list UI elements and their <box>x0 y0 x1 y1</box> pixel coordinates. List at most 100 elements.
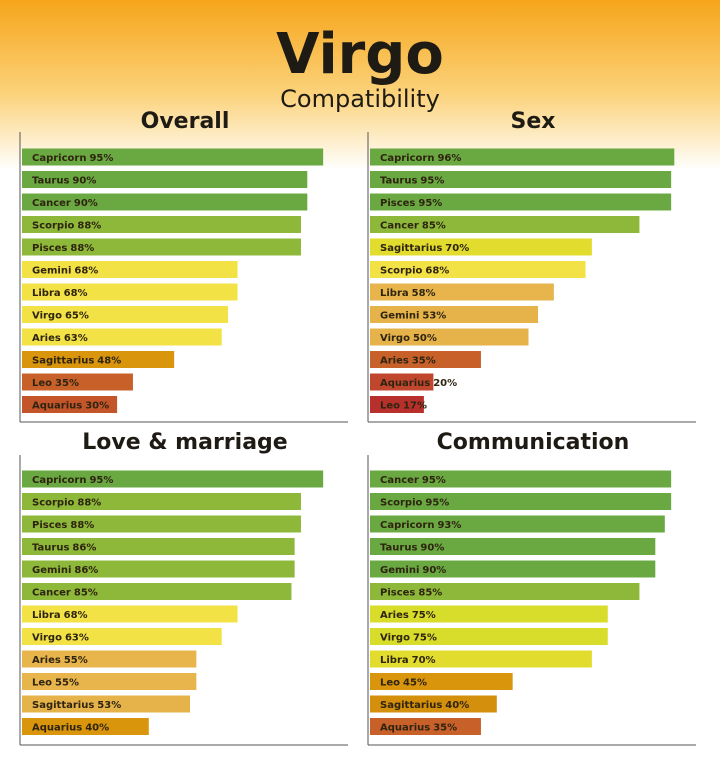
category-label: Sagittarius <box>380 700 442 711</box>
value-label: 55% <box>55 678 79 689</box>
bar <box>370 650 592 668</box>
category-label: Virgo <box>32 633 62 644</box>
value-label: 86% <box>74 565 98 576</box>
bar <box>22 328 222 346</box>
bar <box>370 470 672 488</box>
value-label: 90% <box>420 543 444 554</box>
bar <box>370 283 554 301</box>
value-label: 95% <box>420 176 444 187</box>
category-label: Scorpio <box>380 498 423 509</box>
category-label: Leo <box>32 678 52 689</box>
bar-label: Gemini 68% <box>32 266 98 277</box>
category-label: Virgo <box>380 333 410 344</box>
value-label: 88% <box>70 243 94 254</box>
value-label: 35% <box>433 723 457 734</box>
bar <box>22 351 175 368</box>
bar-label: Leo 35% <box>32 378 79 389</box>
bar-label: Scorpio 95% <box>380 498 449 509</box>
bar <box>22 216 301 233</box>
bar-label: Cancer 95% <box>380 475 446 486</box>
value-label: 88% <box>77 498 101 509</box>
bar <box>370 493 672 510</box>
bar <box>370 628 608 645</box>
bar <box>370 351 481 368</box>
category-label: Gemini <box>32 266 71 277</box>
category-label: Virgo <box>32 311 62 322</box>
category-label: Scorpio <box>32 221 75 232</box>
category-label: Libra <box>32 610 61 621</box>
chart-title: Sex <box>511 109 556 134</box>
bar-label: Gemini 90% <box>380 565 446 576</box>
bar-label: Sagittarius 70% <box>380 243 469 254</box>
value-label: 30% <box>85 401 109 412</box>
bar-label: Leo 17% <box>380 401 427 412</box>
bar-label: Pisces 85% <box>380 588 442 599</box>
bar-label: Taurus 90% <box>32 176 96 187</box>
value-label: 68% <box>74 266 98 277</box>
bar-label: Scorpio 88% <box>32 498 101 509</box>
bar-label: Taurus 86% <box>32 543 96 554</box>
value-label: 88% <box>70 520 94 531</box>
bar <box>370 261 586 278</box>
value-label: 55% <box>64 655 88 666</box>
bar <box>370 373 434 391</box>
bar-label: Scorpio 88% <box>32 221 101 232</box>
category-label: Capricorn <box>380 520 434 531</box>
category-label: Pisces <box>32 520 67 531</box>
value-label: 17% <box>403 401 427 412</box>
value-label: 48% <box>97 356 121 367</box>
bar <box>22 493 301 510</box>
bar-label: Cancer 85% <box>380 221 446 232</box>
bar <box>370 583 640 600</box>
bar-label: Taurus 90% <box>380 543 444 554</box>
chart-title: Love & marriage <box>82 430 287 455</box>
bar-label: Aquarius 30% <box>32 401 109 412</box>
bar <box>22 306 229 323</box>
bar-label: Libra 68% <box>32 610 88 621</box>
value-label: 63% <box>64 333 88 344</box>
category-label: Libra <box>380 288 409 299</box>
bar <box>22 650 197 668</box>
value-label: 90% <box>74 198 98 209</box>
bar <box>22 396 118 413</box>
bar-label: Cancer 90% <box>32 198 98 209</box>
category-label: Pisces <box>380 588 415 599</box>
category-label: Taurus <box>32 176 69 187</box>
bar-label: Gemini 86% <box>32 565 98 576</box>
bar <box>22 628 222 645</box>
value-label: 75% <box>412 610 436 621</box>
value-label: 20% <box>433 378 457 389</box>
bar <box>22 538 295 555</box>
bar-label: Virgo 65% <box>32 311 89 322</box>
category-label: Aries <box>32 655 61 666</box>
bar <box>22 283 238 301</box>
value-label: 58% <box>412 288 436 299</box>
category-label: Aquarius <box>380 723 430 734</box>
page-subtitle: Compatibility <box>280 85 440 113</box>
bar <box>22 193 308 211</box>
bar <box>370 673 513 690</box>
bar-label: Aries 35% <box>380 356 436 367</box>
bar <box>370 515 665 533</box>
bar <box>370 328 529 346</box>
value-label: 95% <box>89 475 113 486</box>
category-label: Aries <box>380 610 409 621</box>
value-label: 53% <box>97 700 121 711</box>
bar-label: Aries 63% <box>32 333 88 344</box>
value-label: 70% <box>445 243 469 254</box>
category-label: Sagittarius <box>380 243 442 254</box>
bar <box>22 673 197 690</box>
category-label: Aries <box>380 356 409 367</box>
chart-title: Communication <box>437 430 630 455</box>
category-label: Libra <box>380 655 409 666</box>
bar <box>370 718 481 735</box>
bar-label: Libra 58% <box>380 288 436 299</box>
bar <box>370 560 656 578</box>
value-label: 85% <box>422 221 446 232</box>
bar <box>22 171 308 188</box>
category-label: Sagittarius <box>32 356 94 367</box>
header-background <box>0 0 720 170</box>
value-label: 95% <box>418 198 442 209</box>
value-label: 68% <box>64 610 88 621</box>
category-label: Cancer <box>32 588 71 599</box>
